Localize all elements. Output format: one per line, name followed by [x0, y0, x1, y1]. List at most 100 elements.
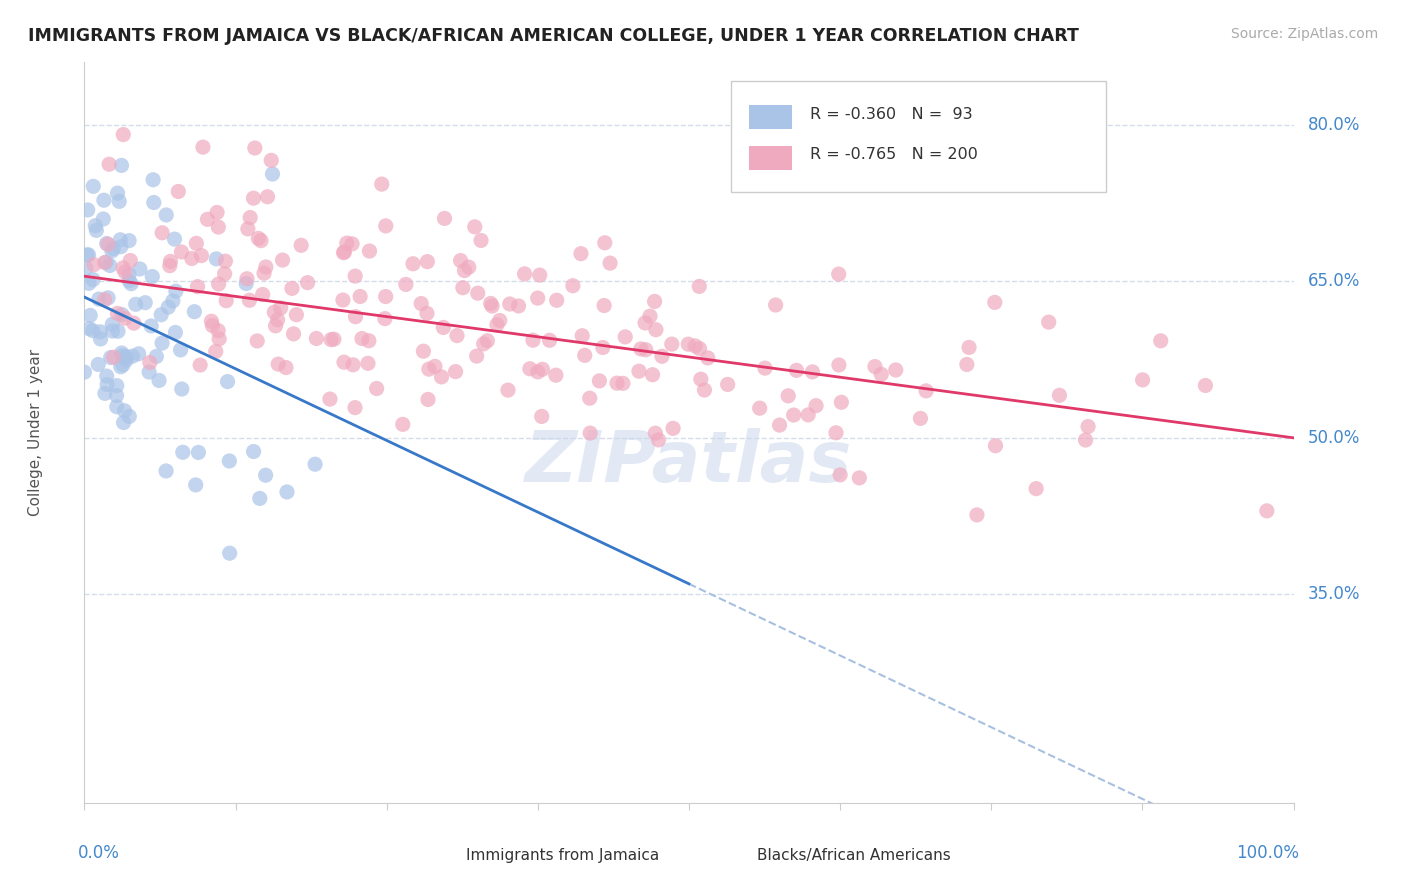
Point — [530, 409, 553, 424]
Point — [183, 304, 205, 318]
Point — [651, 349, 673, 363]
Point — [118, 234, 141, 248]
Point — [207, 277, 229, 291]
Point — [717, 377, 740, 392]
Point — [110, 233, 132, 247]
Point — [142, 173, 165, 187]
Point — [416, 254, 439, 268]
Point — [451, 281, 474, 295]
Point — [588, 374, 610, 388]
Point — [250, 234, 273, 248]
Point — [274, 360, 297, 375]
Point — [103, 242, 125, 256]
Point — [332, 293, 354, 307]
Text: IMMIGRANTS FROM JAMAICA VS BLACK/AFRICAN AMERICAN COLLEGE, UNDER 1 YEAR CORRELAT: IMMIGRANTS FROM JAMAICA VS BLACK/AFRICAN… — [28, 27, 1078, 45]
Point — [215, 293, 238, 308]
Point — [118, 274, 141, 288]
Point — [165, 284, 187, 298]
Point — [114, 265, 136, 279]
Point — [170, 382, 193, 396]
Point — [599, 256, 621, 270]
Point — [496, 383, 519, 397]
Point — [157, 300, 180, 314]
Point — [103, 350, 125, 364]
Point — [423, 359, 446, 374]
Text: Blacks/African Americans: Blacks/African Americans — [756, 848, 950, 863]
Point — [342, 358, 364, 372]
Point — [138, 365, 160, 379]
Point — [205, 205, 228, 219]
Point — [101, 244, 124, 258]
Point — [264, 318, 287, 333]
Point — [693, 383, 716, 397]
Text: 0.0%: 0.0% — [79, 844, 120, 862]
Point — [297, 276, 319, 290]
Point — [87, 292, 110, 306]
Point — [634, 316, 657, 330]
Point — [107, 186, 129, 200]
FancyBboxPatch shape — [749, 146, 792, 169]
Text: 65.0%: 65.0% — [1308, 272, 1361, 291]
Point — [801, 365, 824, 379]
Point — [848, 471, 870, 485]
Text: R = -0.765   N = 200: R = -0.765 N = 200 — [810, 147, 977, 162]
Point — [531, 362, 554, 376]
Point — [344, 269, 367, 284]
Point — [966, 508, 988, 522]
Point — [247, 231, 270, 245]
Point — [634, 343, 657, 357]
Point — [249, 491, 271, 506]
Point — [197, 212, 219, 227]
Point — [188, 358, 211, 372]
Point — [569, 246, 592, 260]
Point — [180, 252, 202, 266]
Point — [513, 267, 536, 281]
Point — [114, 404, 136, 418]
Point — [956, 358, 979, 372]
Point — [120, 253, 142, 268]
Point — [125, 297, 148, 311]
Point — [205, 252, 228, 266]
Point — [110, 240, 132, 254]
Point — [863, 359, 886, 374]
Point — [162, 293, 184, 308]
Point — [336, 236, 359, 251]
Point — [276, 485, 298, 500]
Point — [141, 318, 163, 333]
Point — [122, 316, 145, 330]
Point — [201, 318, 224, 333]
Point — [283, 326, 305, 341]
Point — [830, 395, 852, 409]
Point — [1132, 373, 1154, 387]
Point — [319, 392, 342, 406]
Point — [96, 369, 118, 384]
Point — [190, 249, 212, 263]
Point — [77, 248, 100, 262]
Point — [235, 277, 257, 291]
Point — [155, 464, 177, 478]
Point — [574, 348, 596, 362]
Point — [614, 330, 637, 344]
Text: ZIPatlas: ZIPatlas — [526, 428, 852, 497]
FancyBboxPatch shape — [731, 81, 1107, 192]
Point — [207, 220, 229, 235]
Point — [571, 328, 593, 343]
Text: 35.0%: 35.0% — [1308, 585, 1361, 603]
Point — [256, 190, 278, 204]
Point — [359, 244, 381, 258]
Point — [208, 332, 231, 346]
Point — [804, 399, 827, 413]
Point — [884, 363, 907, 377]
Text: 50.0%: 50.0% — [1308, 429, 1361, 447]
Point — [79, 309, 101, 323]
Point — [1077, 419, 1099, 434]
Point — [627, 364, 650, 378]
Point — [828, 267, 851, 281]
Point — [689, 342, 711, 356]
Point — [344, 310, 367, 324]
Point — [357, 356, 380, 370]
Point — [145, 350, 167, 364]
Point — [416, 392, 439, 407]
Point — [142, 195, 165, 210]
Point — [592, 341, 614, 355]
